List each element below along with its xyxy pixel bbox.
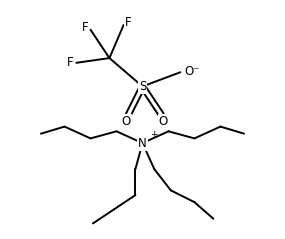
Text: O⁻: O⁻ (184, 65, 200, 78)
Text: N: N (138, 137, 147, 150)
Text: O: O (122, 115, 131, 128)
Text: +: + (150, 130, 158, 139)
Text: F: F (67, 56, 74, 69)
Text: S: S (139, 80, 146, 93)
Text: O: O (159, 115, 168, 128)
Text: F: F (125, 16, 132, 29)
Text: F: F (82, 21, 89, 34)
